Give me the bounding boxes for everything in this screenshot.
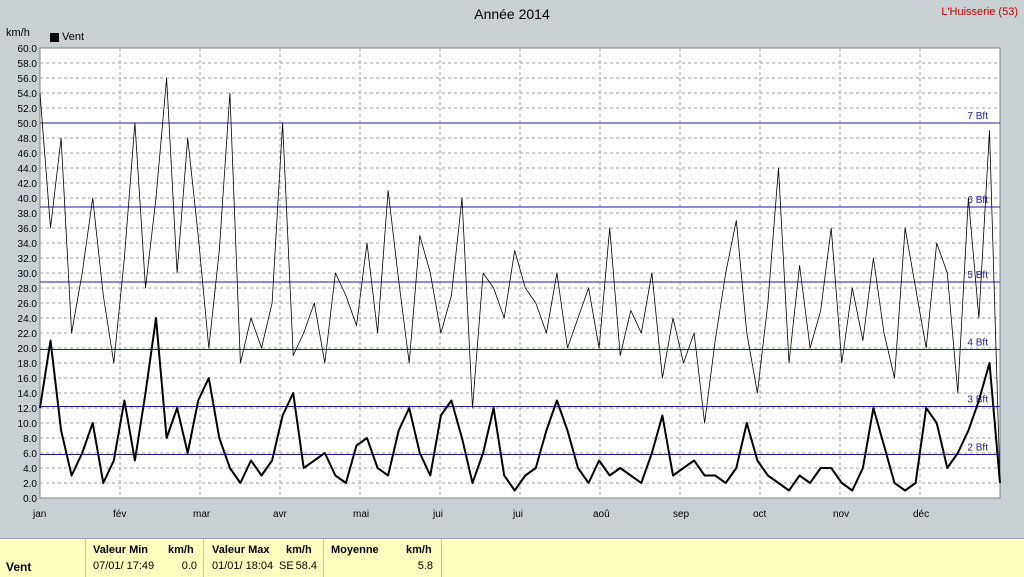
y-axis-label: km/h <box>6 27 30 39</box>
stats-avg-cell: Moyenne km/h 5.8 <box>324 539 442 577</box>
y-tick-label: 12.0 <box>18 404 38 415</box>
y-tick-label: 24.0 <box>18 314 38 325</box>
chart-svg: 2 Bft 3 Bft 4 Bft 5 Bft 6 Bft 7 Bft 0.0 2.0 4.0… <box>18 44 1001 520</box>
y-tick-label: 16.0 <box>18 374 38 385</box>
beaufort-label: 4 Bft <box>967 338 988 349</box>
y-tick-label: 48.0 <box>18 134 38 145</box>
y-tick-label: 38.0 <box>18 209 38 220</box>
min-title: Valeur Min <box>93 544 149 556</box>
x-tick-label: aoû <box>593 509 610 520</box>
avg-unit: km/h <box>406 544 432 556</box>
max-value: 58.4 <box>295 560 317 572</box>
y-tick-label: 56.0 <box>18 74 38 85</box>
x-tick-label: jui <box>432 509 443 520</box>
series-layer <box>39 77 1001 492</box>
x-tick-label: oct <box>753 509 767 520</box>
x-tick-label: avr <box>273 509 288 520</box>
series-line-gust <box>39 77 1001 484</box>
legend: Vent <box>50 31 84 43</box>
beaufort-label: 6 Bft <box>967 195 988 206</box>
y-tick-label: 30.0 <box>18 269 38 280</box>
y-tick-label: 32.0 <box>18 254 38 265</box>
beaufort-label: 3 Bft <box>967 395 988 406</box>
x-tick-label: mar <box>193 509 211 520</box>
y-tick-label: 36.0 <box>18 224 38 235</box>
legend-swatch <box>50 32 59 42</box>
y-tick-label: 22.0 <box>18 329 38 340</box>
y-tick-label: 10.0 <box>18 419 38 430</box>
y-tick-labels: 0.0 2.0 4.0 6.0 8.0 10.0 12.0 14.0 16.0 18.0 20.0 2… <box>18 44 38 505</box>
x-tick-label: jui <box>512 509 523 520</box>
max-title: Valeur Max <box>212 544 270 556</box>
stats-rowname-cell: Vent <box>0 539 86 577</box>
x-tick-labels: jan fév mar avr mai jui jui aoû sep oct nov déc <box>32 509 929 520</box>
y-tick-label: 60.0 <box>18 44 38 55</box>
y-tick-label: 8.0 <box>23 434 37 445</box>
min-value: 0.0 <box>181 560 197 572</box>
x-tick-label: sep <box>673 509 690 520</box>
min-date: 07/01/ 17:49 <box>93 560 155 572</box>
beaufort-label: 2 Bft <box>967 443 988 454</box>
y-tick-label: 52.0 <box>18 104 38 115</box>
beaufort-layer: 2 Bft 3 Bft 4 Bft 5 Bft 6 Bft 7 Bft <box>40 111 1000 455</box>
max-date: 01/01/ 18:04 <box>212 560 274 572</box>
stats-row-label: Vent <box>6 560 32 574</box>
y-tick-label: 54.0 <box>18 89 38 100</box>
chart-title: Année 2014 <box>474 6 550 22</box>
x-tick-label: mai <box>353 509 369 520</box>
series-line-average <box>39 317 1001 492</box>
y-tick-label: 44.0 <box>18 164 38 175</box>
avg-title: Moyenne <box>331 544 379 556</box>
site-name: L'Huisserie (53) <box>941 6 1018 18</box>
max-unit: km/h <box>286 544 312 556</box>
x-tick-label: jan <box>32 509 46 520</box>
y-tick-label: 14.0 <box>18 389 38 400</box>
y-tick-label: 42.0 <box>18 179 38 190</box>
legend-label: Vent <box>62 31 85 43</box>
x-tick-label: fév <box>113 509 126 520</box>
stats-max-cell: Valeur Max km/h 01/01/ 18:04 SE 58.4 <box>204 539 324 577</box>
beaufort-label: 7 Bft <box>967 111 988 122</box>
y-tick-label: 26.0 <box>18 299 38 310</box>
y-tick-label: 0.0 <box>23 494 37 505</box>
y-tick-label: 4.0 <box>23 464 37 475</box>
y-tick-label: 46.0 <box>18 149 38 160</box>
y-tick-label: 28.0 <box>18 284 38 295</box>
y-tick-label: 18.0 <box>18 359 38 370</box>
y-tick-label: 50.0 <box>18 119 38 130</box>
x-tick-label: nov <box>833 509 849 520</box>
avg-value: 5.8 <box>417 560 433 572</box>
min-unit: km/h <box>168 544 194 556</box>
beaufort-label: 5 Bft <box>967 270 988 281</box>
stats-table: Vent Valeur Min km/h 07/01/ 17:49 0.0 Va… <box>0 538 1024 577</box>
y-tick-label: 6.0 <box>23 449 37 460</box>
grid-layer <box>40 48 1000 498</box>
y-tick-label: 2.0 <box>23 479 37 490</box>
y-tick-label: 58.0 <box>18 59 38 70</box>
stats-min-cell: Valeur Min km/h 07/01/ 17:49 0.0 <box>86 539 204 577</box>
y-tick-label: 40.0 <box>18 194 38 205</box>
x-tick-label: déc <box>913 509 929 520</box>
y-tick-label: 20.0 <box>18 344 38 355</box>
y-tick-label: 34.0 <box>18 239 38 250</box>
max-direction: SE <box>279 560 294 572</box>
